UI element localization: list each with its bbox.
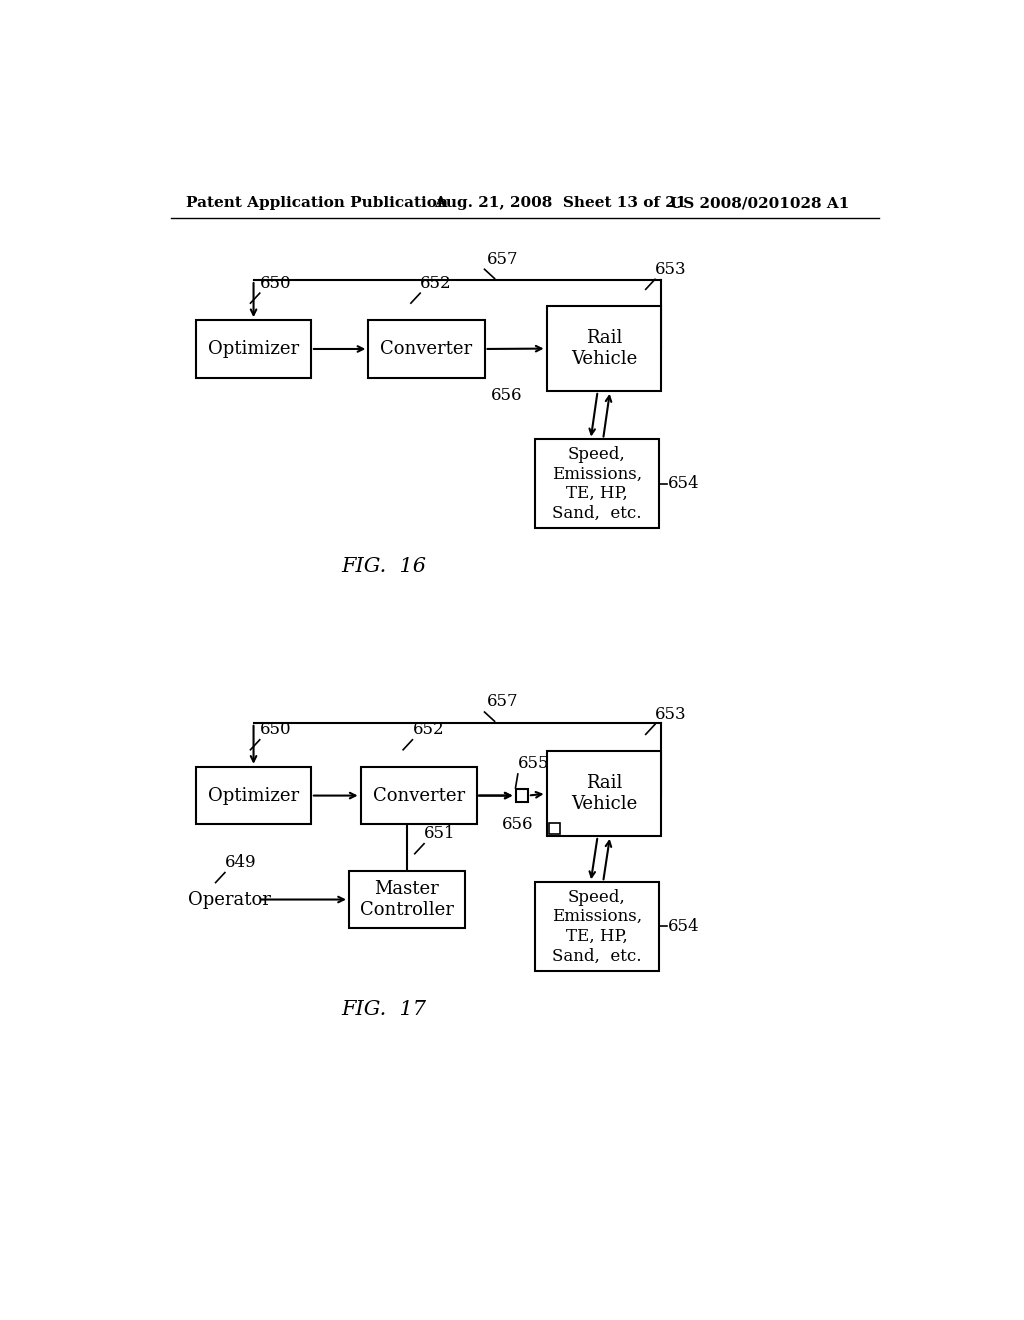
Bar — [547, 306, 662, 391]
Text: 650: 650 — [260, 721, 292, 738]
Text: Speed,
Emissions,
TE, HP,
Sand,  etc.: Speed, Emissions, TE, HP, Sand, etc. — [552, 888, 642, 965]
Text: FIG.  17: FIG. 17 — [341, 999, 426, 1019]
Text: Converter: Converter — [380, 341, 472, 358]
Bar — [349, 871, 465, 928]
Text: 652: 652 — [413, 721, 444, 738]
Text: 657: 657 — [486, 251, 518, 268]
Text: 652: 652 — [420, 275, 452, 292]
Text: Patent Application Publication: Patent Application Publication — [186, 197, 449, 210]
Text: Converter: Converter — [373, 787, 465, 805]
Text: 656: 656 — [502, 816, 534, 833]
Bar — [369, 321, 484, 378]
Text: Optimizer: Optimizer — [208, 787, 299, 805]
Text: 649: 649 — [225, 854, 256, 871]
Bar — [549, 822, 560, 834]
Text: Aug. 21, 2008  Sheet 13 of 21: Aug. 21, 2008 Sheet 13 of 21 — [434, 197, 686, 210]
Text: 650: 650 — [260, 275, 292, 292]
Text: FIG.  16: FIG. 16 — [341, 557, 426, 576]
Bar — [535, 440, 658, 528]
Text: Rail
Vehicle: Rail Vehicle — [570, 329, 637, 368]
Bar — [197, 767, 311, 825]
Text: Optimizer: Optimizer — [208, 341, 299, 358]
Text: Rail
Vehicle: Rail Vehicle — [570, 775, 637, 813]
Text: Operator: Operator — [188, 891, 271, 908]
Text: 655: 655 — [518, 755, 549, 772]
Bar — [197, 321, 311, 378]
Bar — [360, 767, 477, 825]
Bar — [547, 751, 662, 836]
Text: 651: 651 — [424, 825, 456, 842]
Text: 656: 656 — [490, 387, 522, 404]
Bar — [515, 789, 528, 801]
Text: Speed,
Emissions,
TE, HP,
Sand,  etc.: Speed, Emissions, TE, HP, Sand, etc. — [552, 446, 642, 521]
Bar — [535, 882, 658, 970]
Text: Master
Controller: Master Controller — [360, 880, 454, 919]
Text: 657: 657 — [486, 693, 518, 710]
Text: 654: 654 — [669, 917, 699, 935]
Text: 653: 653 — [655, 261, 687, 277]
Text: 653: 653 — [655, 706, 687, 723]
Text: US 2008/0201028 A1: US 2008/0201028 A1 — [671, 197, 850, 210]
Text: 654: 654 — [669, 475, 699, 492]
